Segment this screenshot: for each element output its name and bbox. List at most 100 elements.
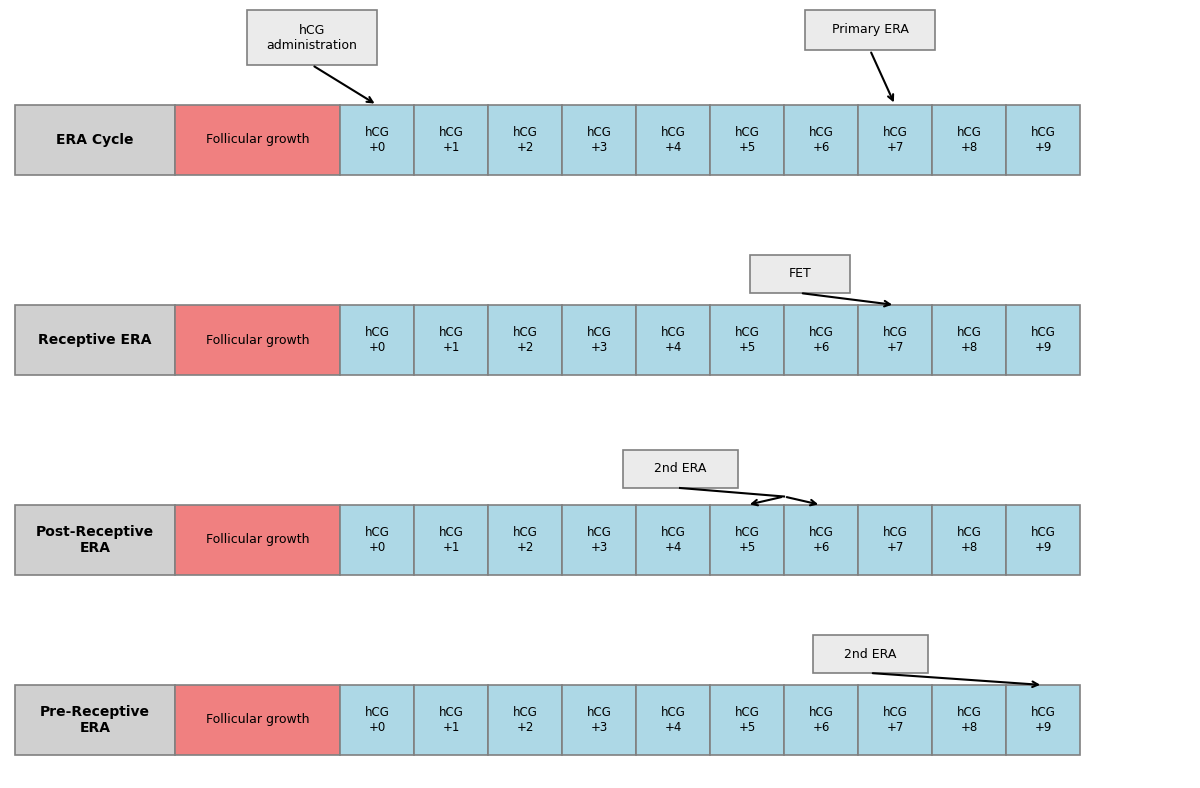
Text: hCG
+6: hCG +6	[809, 706, 834, 734]
Text: hCG
+6: hCG +6	[809, 526, 834, 554]
Bar	[784, 505, 858, 575]
Text: hCG
+9: hCG +9	[1031, 326, 1056, 354]
Text: Receptive ERA: Receptive ERA	[38, 333, 151, 347]
Bar	[636, 105, 710, 175]
Bar	[562, 505, 636, 575]
Bar	[414, 305, 488, 375]
Bar	[340, 685, 414, 755]
Bar	[932, 505, 1006, 575]
Bar	[1006, 105, 1080, 175]
Bar	[750, 255, 850, 293]
Bar	[858, 105, 932, 175]
Text: hCG
+5: hCG +5	[734, 706, 760, 734]
Text: hCG
+1: hCG +1	[438, 326, 463, 354]
Text: Pre-Receptive
ERA: Pre-Receptive ERA	[40, 705, 150, 735]
Bar	[414, 505, 488, 575]
Text: Follicular growth: Follicular growth	[205, 133, 310, 147]
Text: ERA Cycle: ERA Cycle	[56, 133, 133, 147]
Bar	[340, 305, 414, 375]
Bar	[340, 105, 414, 175]
Text: hCG
+1: hCG +1	[438, 706, 463, 734]
Text: hCG
+3: hCG +3	[587, 126, 612, 154]
Text: hCG
+4: hCG +4	[660, 526, 685, 554]
Bar	[784, 105, 858, 175]
Bar	[14, 105, 175, 175]
Text: hCG
+2: hCG +2	[512, 526, 538, 554]
Bar	[932, 685, 1006, 755]
Text: hCG
+4: hCG +4	[660, 706, 685, 734]
Text: hCG
+0: hCG +0	[365, 706, 390, 734]
Bar	[784, 685, 858, 755]
Text: hCG
+3: hCG +3	[587, 526, 612, 554]
Text: hCG
+2: hCG +2	[512, 326, 538, 354]
Bar	[636, 505, 710, 575]
Text: hCG
+9: hCG +9	[1031, 526, 1056, 554]
Text: hCG
+3: hCG +3	[587, 326, 612, 354]
Bar	[175, 505, 340, 575]
Text: hCG
+0: hCG +0	[365, 526, 390, 554]
Bar	[858, 305, 932, 375]
Bar	[784, 305, 858, 375]
Text: FET: FET	[788, 267, 811, 281]
Text: hCG
+8: hCG +8	[956, 706, 982, 734]
Text: hCG
+9: hCG +9	[1031, 126, 1056, 154]
Bar	[562, 305, 636, 375]
Text: hCG
+1: hCG +1	[438, 526, 463, 554]
Bar	[414, 105, 488, 175]
Text: hCG
+9: hCG +9	[1031, 706, 1056, 734]
Text: hCG
+7: hCG +7	[882, 706, 907, 734]
Text: hCG
+7: hCG +7	[882, 526, 907, 554]
Bar	[488, 685, 562, 755]
Text: hCG
+0: hCG +0	[365, 326, 390, 354]
Text: hCG
+8: hCG +8	[956, 126, 982, 154]
Text: 2nd ERA: 2nd ERA	[654, 463, 707, 475]
Bar	[14, 305, 175, 375]
Bar	[14, 505, 175, 575]
Text: Primary ERA: Primary ERA	[832, 24, 908, 36]
Bar	[14, 685, 175, 755]
Text: hCG
+2: hCG +2	[512, 706, 538, 734]
Text: hCG
+4: hCG +4	[660, 126, 685, 154]
Bar	[1006, 505, 1080, 575]
Bar	[710, 105, 784, 175]
Text: hCG
administration: hCG administration	[266, 24, 358, 51]
Bar	[858, 685, 932, 755]
Bar	[932, 105, 1006, 175]
Bar	[562, 105, 636, 175]
Text: hCG
+7: hCG +7	[882, 126, 907, 154]
Text: hCG
+8: hCG +8	[956, 526, 982, 554]
Bar	[175, 685, 340, 755]
Bar	[1006, 305, 1080, 375]
Bar	[805, 10, 935, 50]
Bar	[623, 450, 738, 488]
Bar	[710, 685, 784, 755]
Bar	[488, 305, 562, 375]
Text: 2nd ERA: 2nd ERA	[845, 648, 896, 660]
Text: hCG
+0: hCG +0	[365, 126, 390, 154]
Bar	[710, 505, 784, 575]
Text: hCG
+5: hCG +5	[734, 526, 760, 554]
Bar	[932, 305, 1006, 375]
Bar	[488, 505, 562, 575]
Bar	[488, 105, 562, 175]
Text: Follicular growth: Follicular growth	[205, 533, 310, 547]
Text: Post-Receptive
ERA: Post-Receptive ERA	[36, 525, 154, 555]
Text: hCG
+5: hCG +5	[734, 126, 760, 154]
Text: hCG
+4: hCG +4	[660, 326, 685, 354]
Text: hCG
+8: hCG +8	[956, 326, 982, 354]
Bar	[636, 305, 710, 375]
Bar	[175, 305, 340, 375]
Bar	[710, 305, 784, 375]
Text: hCG
+7: hCG +7	[882, 326, 907, 354]
Text: hCG
+2: hCG +2	[512, 126, 538, 154]
Bar	[340, 505, 414, 575]
Bar	[1006, 685, 1080, 755]
Bar	[247, 10, 377, 65]
Bar	[175, 105, 340, 175]
Text: hCG
+5: hCG +5	[734, 326, 760, 354]
Text: Follicular growth: Follicular growth	[205, 713, 310, 727]
Bar	[636, 685, 710, 755]
Text: hCG
+1: hCG +1	[438, 126, 463, 154]
Bar	[858, 505, 932, 575]
Text: hCG
+3: hCG +3	[587, 706, 612, 734]
